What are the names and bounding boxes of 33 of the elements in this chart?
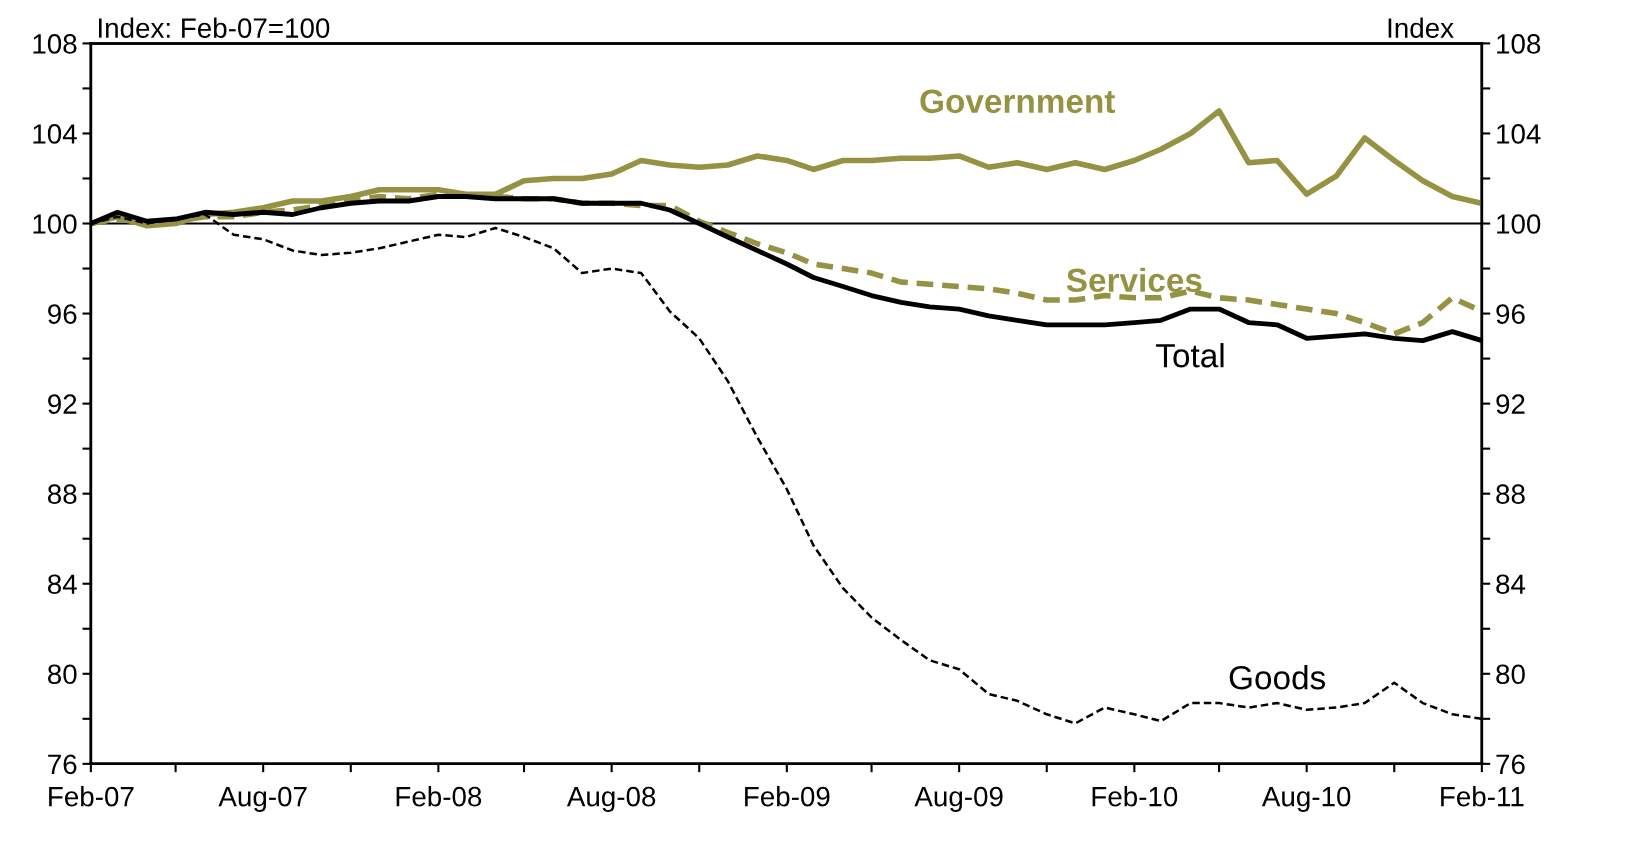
y-tick-label: 84 bbox=[47, 574, 77, 595]
series-label: Services bbox=[1066, 267, 1202, 293]
y-tick-label: 76 bbox=[48, 754, 77, 775]
x-tick-label: Feb-10 bbox=[1092, 786, 1178, 807]
y-tick-label: 88 bbox=[47, 484, 77, 505]
x-tick-label: Feb-07 bbox=[49, 786, 134, 807]
x-tick-label: Aug-09 bbox=[914, 786, 1003, 812]
y-tick-label: 96 bbox=[48, 304, 77, 324]
y-tick-label: 80 bbox=[47, 664, 77, 685]
series-label: Government bbox=[920, 89, 1115, 114]
series-label: Total bbox=[1156, 343, 1224, 368]
x-tick-label: Feb-09 bbox=[745, 786, 830, 807]
y-tick-label: 108 bbox=[33, 34, 77, 54]
y2-tick-label: 92 bbox=[1496, 394, 1525, 414]
y-tick-label: 100 bbox=[33, 214, 77, 234]
y2-tick-label: 80 bbox=[1496, 664, 1525, 685]
x-tick-label: Aug-10 bbox=[1261, 786, 1351, 812]
y-tick-label: 92 bbox=[48, 394, 77, 414]
x-tick-label: Aug-07 bbox=[218, 786, 307, 812]
y2-tick-label: 100 bbox=[1497, 214, 1541, 234]
y2-tick-label: 76 bbox=[1496, 754, 1525, 775]
y2-tick-label: 104 bbox=[1497, 124, 1541, 144]
x-tick-label: Feb-11 bbox=[1441, 786, 1524, 807]
y2-tick-label: 88 bbox=[1496, 484, 1525, 505]
y2-tick-label: 96 bbox=[1496, 304, 1525, 324]
x-tick-label: Feb-08 bbox=[396, 786, 482, 807]
y2-tick-label: 84 bbox=[1496, 574, 1526, 595]
y-tick-label: 104 bbox=[33, 124, 77, 144]
series-label: Goods bbox=[1229, 665, 1326, 690]
y-axis-title: Index: Feb-07=100 bbox=[98, 17, 330, 38]
y2-axis-title: Index bbox=[1388, 17, 1454, 38]
x-tick-label: Aug-08 bbox=[566, 786, 656, 812]
y2-tick-label: 108 bbox=[1497, 34, 1541, 54]
